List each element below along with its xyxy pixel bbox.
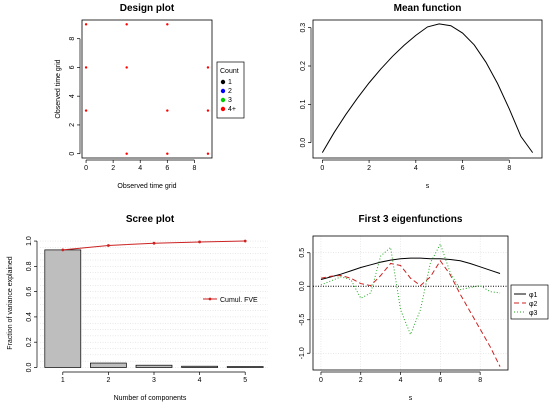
eigen-legend-label-3: φ3 [529,310,538,317]
design-point [125,66,128,69]
eigen-x-tick-label: 6 [438,377,442,384]
eigen-plot-frame [312,235,509,371]
scree-bar [90,362,127,368]
mean-x-tick-label: 6 [461,165,465,172]
design-legend-swatch [220,88,226,94]
scree-x-tick-label: 4 [198,377,202,384]
eigen-legend-label-2: φ2 [529,301,538,308]
design-x-tick-label: 8 [192,165,196,172]
design-point [166,23,169,26]
design-legend-swatch [220,106,226,112]
scree-y-tick-label: 1.0 [26,236,33,246]
design-point [166,152,169,155]
scree-cumulative-point [107,244,110,247]
eigenfunction-line-1 [320,257,501,281]
scree-legend-label: Cumul. FVE [220,297,258,304]
scree-bar [181,365,218,368]
eigen-y-tick-label: -1.0 [299,347,306,359]
design-point [125,152,128,155]
scree-y-axis-label: Fraction of variance explained [7,256,14,349]
mean-y-tick-label: 0.2 [300,61,307,71]
scree-legend-marker [208,297,212,301]
scree-cumulative-point [243,239,247,243]
eigen-y-tick-label: 0.0 [299,281,306,291]
design-legend-title: Count [220,68,239,75]
mean-y-tick-label: 0.3 [300,23,307,33]
design-x-tick-label: 2 [111,165,115,172]
eigen-x-tick-label: 2 [359,377,363,384]
design-y-tick-label: 8 [69,37,76,41]
scree-cumulative-point [152,241,156,245]
design-point [125,23,128,26]
eigen-plot-title: First 3 eigenfunctions [359,214,463,225]
scree-bar [226,366,264,368]
eigen-x-tick-label: 8 [478,377,482,384]
scree-x-axis-label: Number of components [114,395,187,402]
design-y-tick-label: 4 [69,94,76,98]
mean-x-tick-label: 4 [414,165,418,172]
mean-plot-title: Mean function [394,3,462,14]
scree-x-tick-label: 1 [61,377,65,384]
mean-x-tick-label: 8 [507,165,511,172]
mean-plot-frame [312,19,543,159]
design-legend-label: 4+ [228,106,236,113]
scree-y-tick-label: 0.6 [26,287,33,297]
design-x-tick-label: 4 [138,165,142,172]
design-point [84,109,88,112]
scree-y-tick-label: 0.0 [26,363,33,373]
design-legend-label: 1 [228,79,232,86]
mean-y-tick-label: 0.0 [300,138,307,148]
design-y-tick-label: 0 [69,152,76,156]
scree-cumulative-point [198,240,202,244]
scree-cumulative-point [61,248,65,252]
design-plot-title: Design plot [120,3,175,14]
design-point [84,66,88,69]
design-y-tick-label: 6 [69,65,76,69]
design-point [206,152,210,155]
design-x-tick-label: 6 [165,165,169,172]
eigen-y-tick-label: 0.5 [299,248,306,258]
scree-y-tick-label: 0.4 [26,312,33,322]
design-y-tick-label: 2 [69,123,76,127]
scree-plot-title: Scree plot [126,214,175,225]
eigenfunction-line-2 [320,259,501,367]
scree-y-tick-label: 0.8 [26,261,33,271]
mean-function-line [321,23,534,153]
design-y-axis-label: Observed time grid [55,59,62,118]
mean-y-tick-label: 0.1 [300,99,307,109]
design-legend-swatch [220,97,226,103]
design-legend-label: 3 [228,97,232,104]
eigen-x-axis-label: s [409,395,413,402]
design-x-tick-label: 0 [84,165,88,172]
eigenfunction-line-3 [320,242,501,336]
mean-x-tick-label: 2 [367,165,371,172]
eigen-x-tick-label: 0 [319,377,323,384]
scree-bar [44,249,82,368]
eigen-legend-box [510,284,549,320]
design-point [206,109,210,112]
scree-x-tick-label: 3 [152,377,156,384]
design-legend-label: 2 [228,88,232,95]
design-point [206,66,210,69]
scree-x-tick-label: 2 [106,377,110,384]
design-legend-swatch [220,79,226,85]
design-point [166,109,169,112]
design-plot-frame [81,19,213,159]
design-x-axis-label: Observed time grid [117,183,176,190]
eigen-x-tick-label: 4 [399,377,403,384]
scree-bar [135,364,173,368]
eigen-legend-label-1: φ1 [529,292,538,299]
design-point [84,23,88,26]
eigen-y-tick-label: -0.5 [299,314,306,326]
scree-y-tick-label: 0.2 [26,337,33,347]
mean-x-axis-label: s [426,183,430,190]
mean-x-tick-label: 0 [320,165,324,172]
scree-x-tick-label: 5 [243,377,247,384]
